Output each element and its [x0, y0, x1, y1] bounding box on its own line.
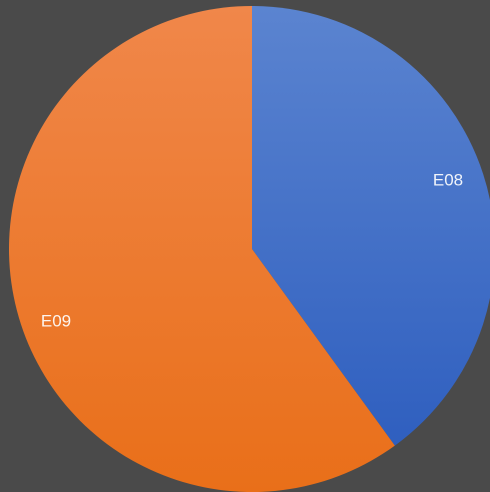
pie-slice-e09[interactable] [9, 6, 395, 492]
pie-slice-e08[interactable] [252, 6, 490, 446]
data-label-e09: E09 [41, 311, 71, 330]
data-label-e08: E08 [433, 170, 463, 189]
pie-slices [9, 6, 490, 492]
pie-labels: E08 E09 [41, 170, 463, 330]
